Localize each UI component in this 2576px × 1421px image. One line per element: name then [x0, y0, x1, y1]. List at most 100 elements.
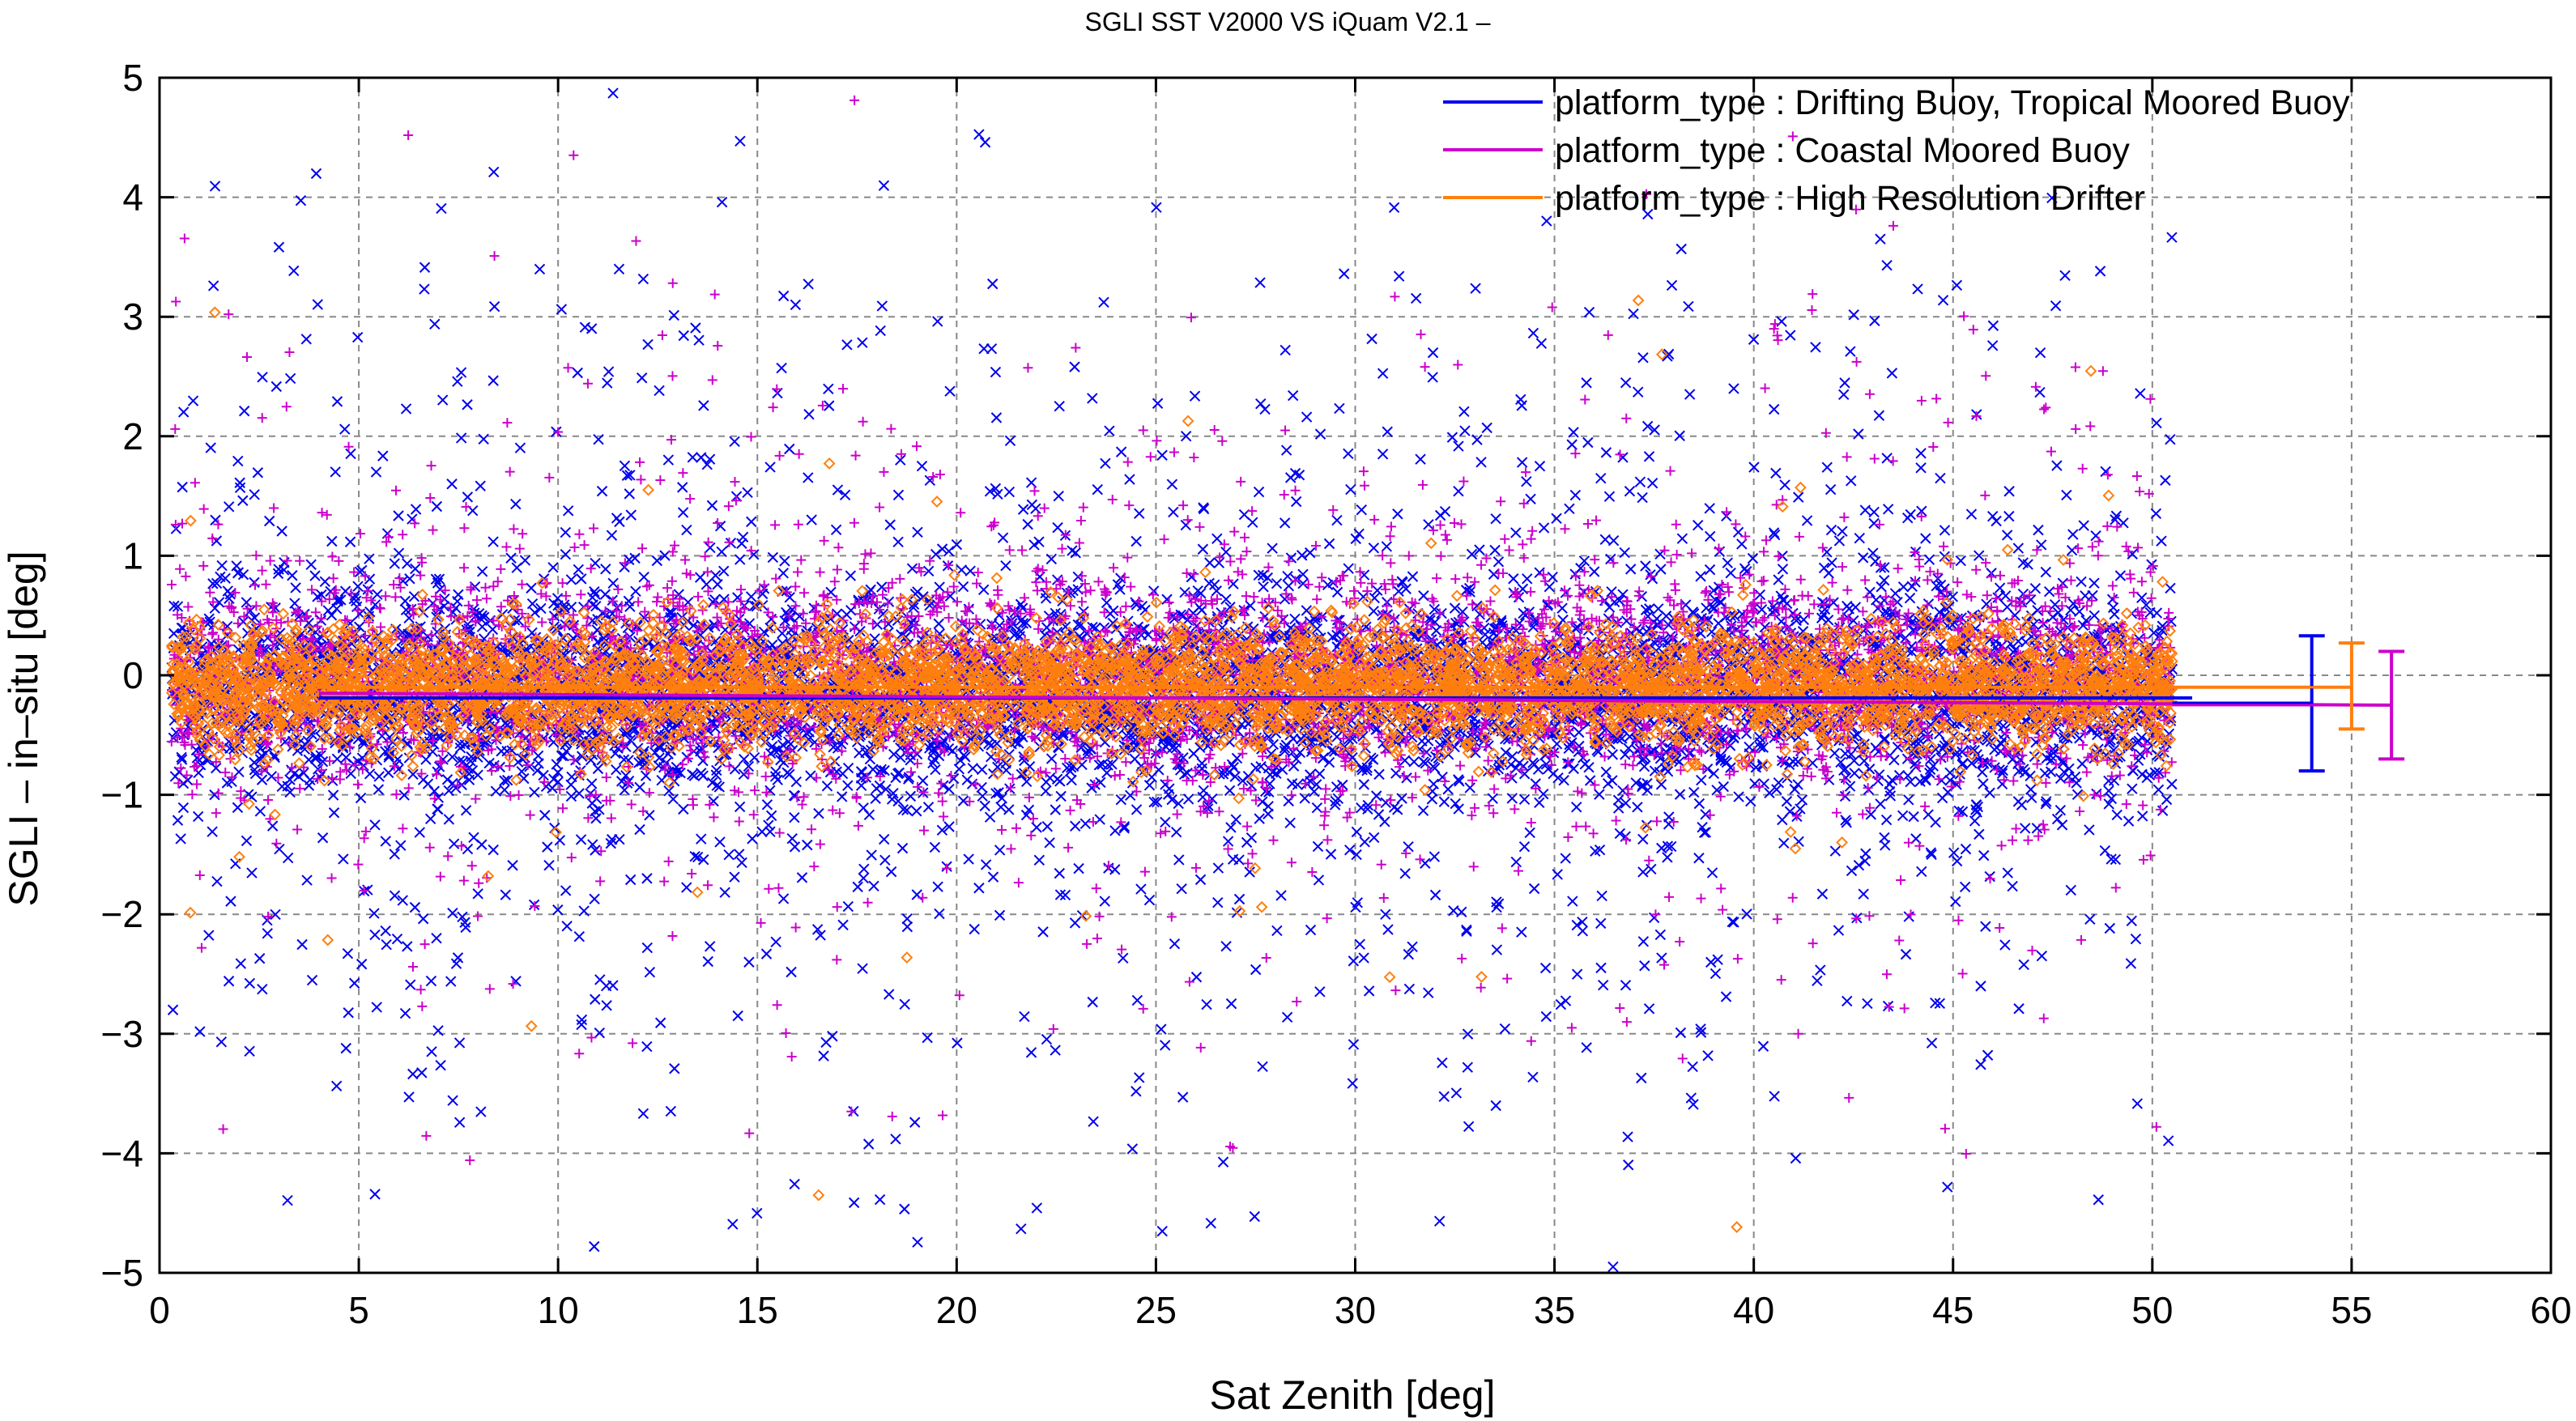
data-point — [1619, 547, 1630, 559]
data-point — [1984, 787, 1995, 798]
data-point — [2114, 570, 2127, 581]
data-point — [1253, 569, 1265, 581]
data-point — [1600, 766, 1612, 778]
data-point — [996, 793, 1007, 804]
data-point — [1230, 814, 1242, 825]
data-point — [2106, 793, 2118, 805]
data-point — [901, 804, 913, 816]
data-point — [938, 780, 949, 791]
scatter-points — [165, 87, 2178, 1273]
data-point — [1101, 597, 1113, 609]
data-point — [1417, 805, 1429, 816]
data-point — [1489, 544, 1501, 556]
data-point — [713, 781, 726, 793]
data-point — [837, 791, 848, 802]
data-point — [858, 802, 869, 814]
data-point — [452, 595, 463, 607]
data-point — [997, 532, 1009, 543]
data-point — [630, 585, 641, 598]
data-point — [1733, 791, 1744, 802]
data-point — [852, 881, 863, 893]
data-point — [1368, 606, 1379, 617]
data-point — [654, 752, 665, 764]
data-point — [207, 826, 218, 837]
data-point — [399, 595, 411, 607]
data-point — [1358, 779, 1370, 790]
data-point — [1437, 772, 1448, 783]
data-point — [779, 555, 790, 567]
data-point — [472, 769, 483, 781]
data-point — [764, 826, 776, 837]
data-point — [786, 833, 798, 845]
data-point — [2103, 785, 2114, 797]
data-point — [876, 581, 888, 593]
data-point — [1003, 804, 1015, 815]
data-point — [1353, 528, 1365, 539]
data-point — [871, 619, 884, 631]
data-point — [1284, 817, 1296, 829]
data-point — [389, 558, 400, 569]
data-point — [772, 774, 783, 785]
chart-title: SGLI SST V2000 VS iQuam V2.1 – — [1084, 7, 1490, 36]
data-point — [1418, 590, 1429, 602]
data-point — [576, 573, 587, 585]
data-point — [2133, 633, 2145, 645]
data-point — [1508, 573, 1519, 585]
data-point — [211, 762, 222, 774]
data-point — [1905, 776, 1916, 788]
data-point — [678, 803, 689, 815]
data-point — [1004, 783, 1015, 794]
data-point — [734, 554, 746, 565]
data-point — [911, 806, 922, 817]
data-point — [1754, 589, 1766, 601]
data-point — [476, 566, 488, 577]
data-point — [352, 581, 364, 592]
data-point — [1879, 734, 1890, 746]
data-point — [611, 764, 622, 776]
data-point — [319, 576, 331, 588]
data-point — [556, 750, 568, 762]
data-point — [2166, 778, 2178, 790]
data-point — [317, 832, 329, 844]
data-point — [1707, 601, 1718, 612]
data-point — [1640, 560, 1651, 572]
data-point — [1438, 796, 1450, 807]
data-point — [1745, 795, 1756, 807]
data-point — [1994, 582, 2006, 594]
data-point — [264, 515, 275, 527]
data-point — [408, 591, 420, 602]
data-point — [1182, 793, 1194, 805]
data-point — [1522, 573, 1533, 585]
data-point — [441, 774, 453, 785]
data-point — [1889, 588, 1901, 599]
data-point — [917, 775, 929, 786]
data-point — [1524, 827, 1535, 839]
data-point — [518, 772, 530, 785]
data-point — [908, 602, 919, 614]
data-point — [867, 764, 879, 775]
data-point — [241, 597, 253, 608]
data-point — [1955, 555, 1966, 567]
data-point — [1704, 564, 1716, 576]
data-point — [551, 759, 562, 770]
data-point — [821, 781, 833, 792]
data-point — [789, 790, 801, 802]
data-point — [1757, 742, 1769, 753]
data-point — [842, 780, 854, 791]
data-point — [1373, 809, 1385, 820]
data-point — [1547, 572, 1558, 583]
data-point — [1428, 778, 1440, 790]
data-point — [1560, 853, 1571, 864]
data-point — [1271, 577, 1283, 589]
data-point — [2123, 815, 2135, 827]
data-point — [1343, 563, 1354, 574]
data-point — [1371, 790, 1382, 802]
data-point — [565, 790, 577, 802]
data-point — [266, 771, 278, 782]
data-point — [2054, 804, 2067, 816]
data-point — [1045, 753, 1058, 764]
data-point — [1713, 618, 1724, 629]
data-point — [586, 778, 598, 789]
data-point — [994, 845, 1006, 856]
